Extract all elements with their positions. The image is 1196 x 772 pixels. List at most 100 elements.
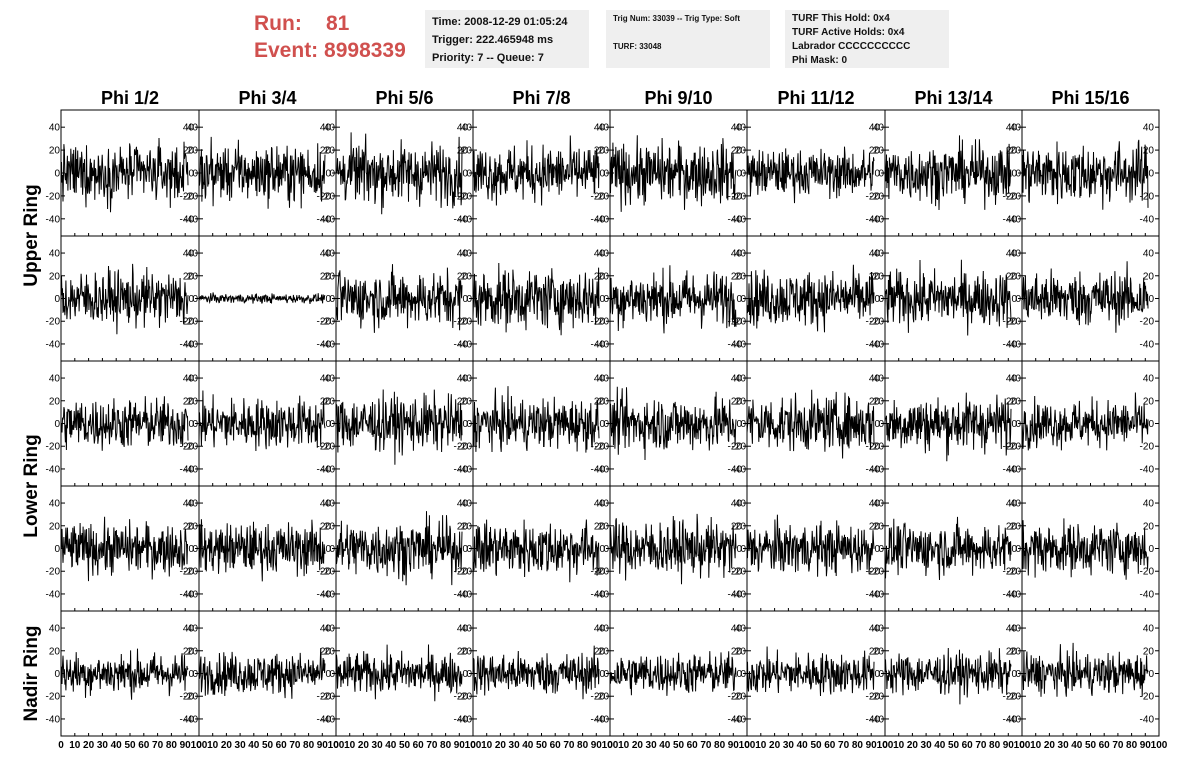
ytick-label: -20 bbox=[595, 191, 610, 202]
ytick-label: -20 bbox=[1140, 567, 1155, 578]
ytick-label: 40 bbox=[187, 249, 199, 260]
ytick-label: -40 bbox=[1140, 214, 1155, 225]
waveform-r2-c2 bbox=[198, 292, 326, 305]
xtick-label: 10 bbox=[893, 740, 905, 751]
xtick-label: 0 bbox=[470, 740, 476, 751]
ytick-label: 0 bbox=[329, 294, 335, 305]
xtick-label: 80 bbox=[303, 740, 315, 751]
ytick-label: -40 bbox=[46, 589, 61, 600]
ytick-label: -20 bbox=[870, 692, 885, 703]
ytick-label: -40 bbox=[866, 214, 881, 225]
xtick-label: 0 bbox=[333, 740, 339, 751]
waveform-r1-c7 bbox=[884, 135, 1012, 211]
ytick-label: 20 bbox=[49, 146, 61, 157]
ytick-label: 40 bbox=[869, 374, 881, 385]
xtick-label: 40 bbox=[934, 740, 946, 751]
ytick-label: -40 bbox=[1007, 464, 1022, 475]
ytick-label: 40 bbox=[461, 249, 473, 260]
ytick-label: -20 bbox=[1007, 567, 1022, 578]
ytick-label: -20 bbox=[1007, 442, 1022, 453]
xtick-label: 80 bbox=[714, 740, 726, 751]
column-title-5: Phi 9/10 bbox=[644, 88, 712, 108]
ytick-label: -40 bbox=[591, 339, 606, 350]
ytick-label: -40 bbox=[870, 339, 885, 350]
column-title-6: Phi 11/12 bbox=[777, 88, 854, 108]
ytick-label: 20 bbox=[187, 146, 199, 157]
ytick-label: -20 bbox=[180, 191, 195, 202]
ytick-label: 40 bbox=[457, 499, 469, 510]
ytick-label: -20 bbox=[180, 317, 195, 328]
ytick-label: 40 bbox=[457, 123, 469, 134]
ytick-label: 40 bbox=[873, 624, 885, 635]
ytick-label: 40 bbox=[1010, 374, 1022, 385]
ytick-label: 20 bbox=[873, 271, 885, 282]
waveform-r2-c6 bbox=[746, 264, 875, 333]
ytick-label: 0 bbox=[466, 169, 472, 180]
ytick-label: 0 bbox=[462, 669, 468, 680]
ytick-label: 20 bbox=[324, 646, 336, 657]
ytick-label: 20 bbox=[598, 646, 610, 657]
turf-hold-text: TURF This Hold: 0x4 bbox=[792, 13, 890, 24]
ytick-label: 0 bbox=[736, 294, 742, 305]
ytick-label: -40 bbox=[317, 589, 332, 600]
xtick-label: 40 bbox=[522, 740, 534, 751]
ytick-label: -40 bbox=[180, 339, 195, 350]
ytick-label: -20 bbox=[317, 442, 332, 453]
ytick-label: 0 bbox=[736, 669, 742, 680]
ytick-label: 20 bbox=[594, 271, 606, 282]
ytick-label: 20 bbox=[324, 271, 336, 282]
ytick-label: 0 bbox=[54, 669, 60, 680]
xtick-label: 50 bbox=[948, 740, 960, 751]
ytick-label: 0 bbox=[466, 544, 472, 555]
ytick-label: -20 bbox=[184, 567, 199, 578]
ytick-label: 0 bbox=[1015, 419, 1021, 430]
ytick-label: 0 bbox=[54, 169, 60, 180]
xtick-label: 20 bbox=[221, 740, 233, 751]
waveform-r3-c5 bbox=[609, 386, 737, 461]
ytick-label: 0 bbox=[874, 169, 880, 180]
ytick-label: 0 bbox=[192, 294, 198, 305]
ytick-label: 20 bbox=[457, 396, 469, 407]
ytick-label: 40 bbox=[598, 624, 610, 635]
ytick-label: 0 bbox=[54, 544, 60, 555]
ytick-label: -40 bbox=[321, 589, 336, 600]
ytick-label: -40 bbox=[732, 714, 747, 725]
ytick-label: 20 bbox=[320, 646, 332, 657]
xtick-label: 60 bbox=[138, 740, 150, 751]
event-label: Event: bbox=[254, 39, 319, 62]
xtick-label: 40 bbox=[659, 740, 671, 751]
labrador-text: Labrador CCCCCCCCCC bbox=[792, 41, 911, 52]
ytick-label: 0 bbox=[192, 419, 198, 430]
ytick-label: 0 bbox=[599, 169, 605, 180]
ytick-label: 20 bbox=[324, 521, 336, 532]
waveform-r3-c6 bbox=[746, 389, 875, 459]
xtick-label: 80 bbox=[1126, 740, 1138, 751]
waveform-r4-c3 bbox=[335, 511, 463, 586]
ytick-label: -40 bbox=[317, 464, 332, 475]
waveform-r1-c2 bbox=[198, 136, 326, 209]
ytick-label: 40 bbox=[594, 499, 606, 510]
ytick-label: 40 bbox=[457, 249, 469, 260]
ytick-label: 0 bbox=[1148, 544, 1154, 555]
ytick-label: 40 bbox=[187, 499, 199, 510]
ytick-label: -40 bbox=[321, 714, 336, 725]
ytick-label: -40 bbox=[591, 589, 606, 600]
ytick-label: 40 bbox=[324, 123, 336, 134]
waveform-r3-c7 bbox=[884, 392, 1012, 462]
ytick-label: 0 bbox=[878, 169, 884, 180]
ytick-label: -20 bbox=[317, 317, 332, 328]
xtick-label: 60 bbox=[550, 740, 562, 751]
ytick-label: 20 bbox=[869, 396, 881, 407]
ytick-label: -20 bbox=[46, 692, 61, 703]
turf-text: TURF: 33048 bbox=[613, 42, 662, 51]
ytick-label: 40 bbox=[869, 249, 881, 260]
xtick-label: 0 bbox=[882, 740, 888, 751]
xtick-label: 10 bbox=[344, 740, 356, 751]
ytick-label: 40 bbox=[49, 249, 61, 260]
ytick-label: 0 bbox=[329, 669, 335, 680]
ytick-label: 0 bbox=[325, 669, 331, 680]
waveform-r3-c2 bbox=[198, 390, 326, 452]
ytick-label: 40 bbox=[735, 374, 747, 385]
ytick-label: 0 bbox=[736, 419, 742, 430]
xtick-label: 10 bbox=[755, 740, 767, 751]
